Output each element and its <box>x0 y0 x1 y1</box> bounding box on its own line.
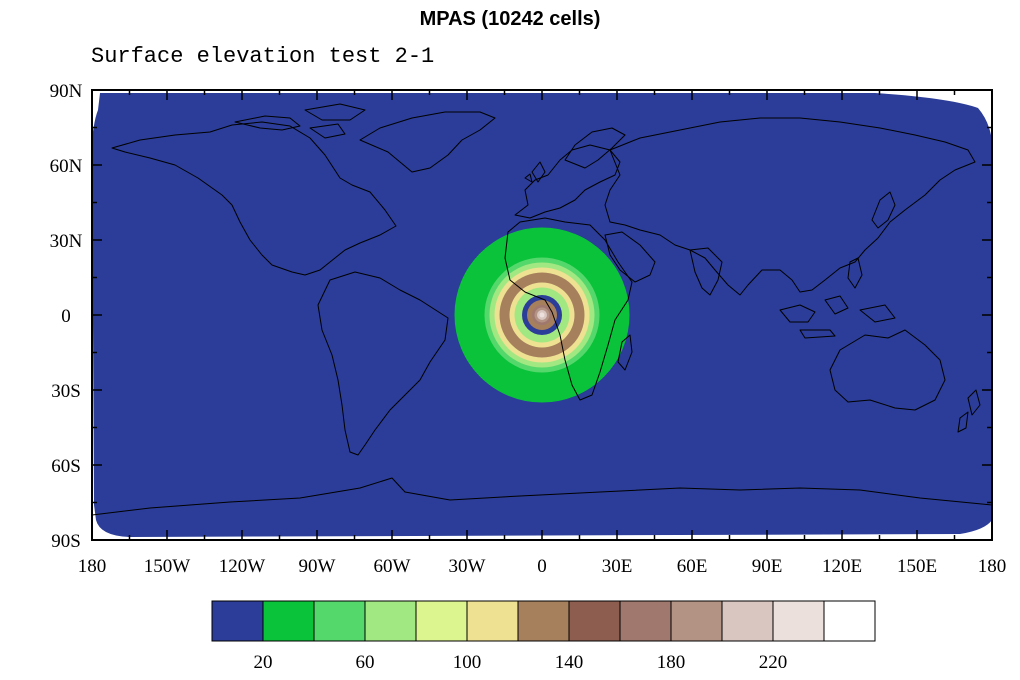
colorbar-box <box>568 600 621 642</box>
lon-tick-label: 180 <box>78 556 107 577</box>
colorbar-box <box>415 600 468 642</box>
lon-tick-label: 120W <box>219 556 266 577</box>
map-subtitle: Surface elevation test 2-1 <box>91 44 435 69</box>
coastline-philippines <box>847 257 863 289</box>
colorbar-box <box>721 600 774 642</box>
colorbar-label: 20 <box>254 652 273 673</box>
coastline-japan <box>871 191 896 229</box>
coastline-greenland <box>359 111 496 173</box>
lat-tick-label: 0 <box>61 306 71 327</box>
map-plot-area <box>92 93 992 537</box>
map-title: MPAS (10242 cells) <box>419 8 601 30</box>
colorbar-label: 220 <box>759 652 788 673</box>
colorbar-box <box>313 600 366 642</box>
colorbar-label: 60 <box>356 652 375 673</box>
colorbar-box <box>211 600 264 642</box>
coastline-madagascar <box>617 334 633 371</box>
colorbar-box <box>619 600 672 642</box>
colorbar-box <box>364 600 417 642</box>
colorbar-box <box>466 600 519 642</box>
lat-tick-label: 30S <box>51 381 81 402</box>
coastline-asia <box>604 117 976 296</box>
lon-tick-label: 150W <box>144 556 191 577</box>
lon-tick-label: 150E <box>897 556 937 577</box>
colorbar-label: 100 <box>453 652 482 673</box>
colorbar-box <box>772 600 825 642</box>
coastline-north-america <box>111 121 397 276</box>
elevation-rings <box>454 227 630 403</box>
axis-ticks <box>91 89 993 541</box>
colorbar-label: 140 <box>555 652 584 673</box>
lat-tick-label: 30N <box>50 231 83 252</box>
colorbar: 20 60 100 140 180 220 <box>211 600 876 673</box>
coastline-new-zealand <box>957 389 981 433</box>
axis-tick-labels: 180 150W 120W 90W 60W 30W 0 30E 60E 90E 120E 150E 18… <box>50 81 1007 577</box>
coastline-arabia <box>604 231 656 283</box>
coastline-south-america <box>317 271 449 456</box>
colorbar-box <box>823 600 876 642</box>
lon-tick-label: 90E <box>752 556 783 577</box>
colorbar-label: 180 <box>657 652 686 673</box>
coastline-indonesia <box>779 295 896 339</box>
coastline-europe <box>514 144 621 219</box>
lon-tick-label: 30E <box>602 556 633 577</box>
lat-tick-label: 60N <box>50 156 83 177</box>
coastline-british-isles <box>524 161 546 183</box>
colorbar-box <box>517 600 570 642</box>
coastlines <box>92 103 992 516</box>
lon-tick-label: 120E <box>822 556 862 577</box>
elevation-ring-12 <box>539 312 545 318</box>
coastline-india <box>689 247 723 296</box>
coastline-africa <box>504 217 633 401</box>
lon-tick-label: 0 <box>537 556 547 577</box>
coastline-antarctica <box>92 477 992 516</box>
lon-tick-label: 180 <box>978 556 1007 577</box>
coastline-australia <box>829 329 946 411</box>
lon-tick-label: 30W <box>449 556 486 577</box>
lat-tick-label: 90S <box>51 531 81 552</box>
lon-tick-label: 60W <box>374 556 411 577</box>
coastline-arctic-islands <box>234 103 366 139</box>
lat-tick-label: 90N <box>50 81 83 102</box>
lon-tick-label: 60E <box>677 556 708 577</box>
coastline-scandinavia <box>564 127 626 169</box>
colorbar-box <box>670 600 723 642</box>
colorbar-box <box>262 600 315 642</box>
lat-tick-label: 60S <box>51 456 81 477</box>
lon-tick-label: 90W <box>299 556 336 577</box>
